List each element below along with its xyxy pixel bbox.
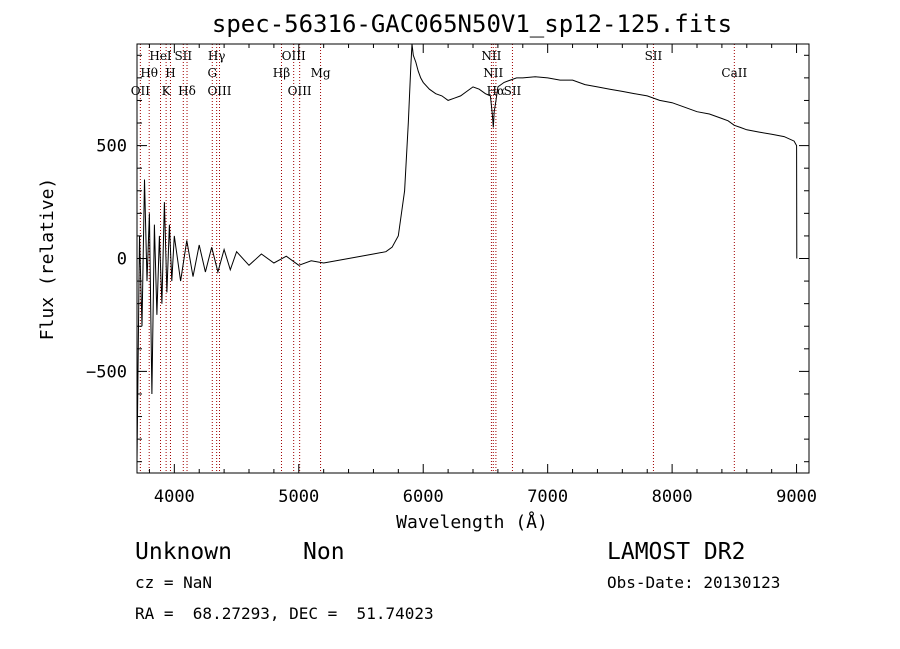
emission-line-labels: OII Hθ HeI KH SII Hδ G Hγ OIII Hβ OIII OIII Mg NII NII… xyxy=(131,49,748,98)
y-tick-label: −500 xyxy=(86,362,127,382)
line-marker-label: Hβ xyxy=(273,66,290,80)
object-subclass-label: Non xyxy=(303,539,345,565)
obs-date-label: Obs-Date: 20130123 xyxy=(607,573,780,592)
emission-line-markers xyxy=(139,44,735,473)
y-tick-label: 0 xyxy=(117,250,127,270)
x-axis-label: Wavelength (Å) xyxy=(396,511,548,533)
line-marker-label: Hδ xyxy=(178,84,196,98)
line-marker-label: Hθ xyxy=(140,66,158,80)
line-marker-label: SII xyxy=(504,84,522,98)
y-axis-ticks: −500 0 500 xyxy=(86,54,809,463)
line-marker-label: H xyxy=(165,66,175,80)
line-marker-label: CaII xyxy=(721,66,747,80)
y-axis-label: Flux (relative) xyxy=(37,178,58,341)
spectrum-line xyxy=(136,43,798,462)
line-marker-label: OII xyxy=(131,84,151,98)
survey-label: LAMOST DR2 xyxy=(607,539,745,565)
x-tick-label: 7000 xyxy=(527,487,568,507)
line-marker-label: NII xyxy=(483,66,503,80)
object-class-label: Unknown xyxy=(135,539,232,565)
line-marker-label: K xyxy=(162,84,172,98)
coordinates-label: RA = 68.27293, DEC = 51.74023 xyxy=(135,604,434,623)
x-tick-label: 5000 xyxy=(278,487,319,507)
line-marker-label: G xyxy=(207,66,217,80)
x-axis-ticks: 4000 5000 6000 7000 8000 9000 xyxy=(148,44,817,507)
line-marker-label: NII xyxy=(481,49,501,63)
redshift-label: cz = NaN xyxy=(135,573,212,592)
line-marker-label: Hα xyxy=(487,84,506,98)
line-marker-label: Mg xyxy=(311,66,331,80)
line-marker-label: OIII xyxy=(282,49,306,63)
x-tick-label: 6000 xyxy=(403,487,444,507)
line-marker-label: OIII xyxy=(207,84,231,98)
y-tick-label: 500 xyxy=(96,137,127,157)
line-marker-label: HeI xyxy=(149,49,172,63)
plot-frame xyxy=(136,43,810,474)
chart-title: spec-56316-GAC065N50V1_sp12-125.fits xyxy=(212,10,732,38)
line-marker-label: SII xyxy=(174,49,192,63)
x-tick-label: 4000 xyxy=(154,487,195,507)
x-tick-label: 8000 xyxy=(652,487,693,507)
line-marker-label: OIII xyxy=(288,84,312,98)
x-tick-label: 9000 xyxy=(776,487,817,507)
line-marker-label: SII xyxy=(645,49,663,63)
line-marker-label: Hγ xyxy=(208,49,226,63)
